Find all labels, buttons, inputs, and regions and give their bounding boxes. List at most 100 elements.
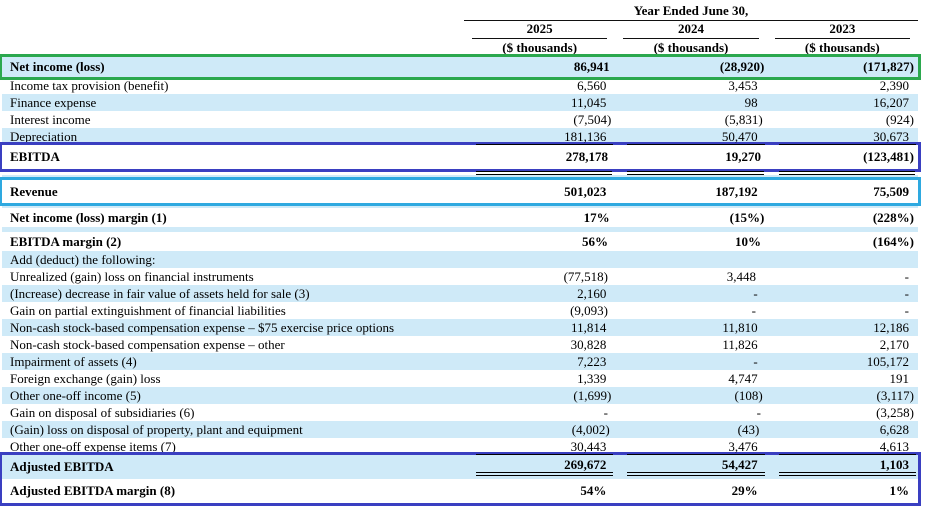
separator-band [2, 203, 918, 208]
value-2023: (924) [885, 111, 914, 127]
year-label: 2023 [774, 21, 910, 39]
year-label: 2024 [623, 21, 759, 39]
value-2023: 105,172 [866, 353, 909, 369]
value-2023: (123,481) [863, 149, 914, 164]
ebitda-total-rule-band [2, 169, 918, 175]
row-revenue: Revenue 501,023 187,192 75,509 [0, 177, 921, 206]
value-2025: 17% [583, 209, 610, 225]
value-2025: (4,002) [571, 421, 610, 437]
value-2024: 11,826 [722, 336, 758, 352]
row-sbc-other: Non-cash stock-based compensation expens… [2, 336, 918, 353]
unit-label-2025: ($ thousands) [502, 40, 578, 55]
band-spacer [2, 169, 464, 175]
value-2023: 12,186 [873, 319, 909, 335]
value-2025: 30,828 [570, 336, 607, 352]
row-label: Net income (loss) [10, 59, 105, 74]
row-label: (Gain) loss on disposal of property, pla… [10, 421, 303, 437]
row-foreign-exchange: Foreign exchange (gain) loss 1,339 4,747… [2, 370, 918, 387]
value-2024: - [751, 302, 756, 318]
value-2024: 10% [735, 233, 761, 249]
row-label: Interest income [10, 111, 91, 127]
row-label: Finance expense [10, 94, 97, 110]
row-impairment-of-assets: Impairment of assets (4) 7,223 - 105,172 [2, 353, 918, 370]
row-label: Non-cash stock-based compensation expens… [10, 319, 395, 335]
row-net-income: Net income (loss) 86,941 (28,920) (171,8… [0, 54, 921, 80]
row-label: Foreign exchange (gain) loss [10, 370, 161, 386]
value-2025: 54% [580, 483, 607, 498]
year-column-2025: 2025 [464, 21, 615, 39]
ebitda-double-underline-2025 [464, 169, 615, 175]
value-2023: 75,509 [873, 183, 909, 199]
row-sbc-75-options: Non-cash stock-based compensation expens… [2, 319, 918, 336]
row-income-tax: Income tax provision (benefit) 6,560 3,4… [2, 77, 918, 94]
value-2025: - [603, 404, 608, 420]
value-2025: (1,699) [573, 387, 612, 403]
row-label: Other one-off income (5) [10, 387, 141, 403]
row-extinguishment-financial-liabilities: Gain on partial extinguishment of financ… [2, 302, 918, 319]
value-2025: 7,223 [577, 353, 607, 369]
value-2024: 3,476 [615, 439, 766, 455]
row-label: Gain on partial extinguishment of financ… [10, 302, 286, 318]
value-2024: 3,448 [726, 268, 756, 284]
row-adjusted-ebitda: Adjusted EBITDA 269,672 54,427 1,103 [2, 455, 918, 479]
row-label: Adjusted EBITDA margin (8) [10, 483, 176, 498]
value-2025: 11,814 [571, 319, 607, 335]
value-2023: 6,628 [879, 421, 910, 437]
value-2023: 1% [889, 483, 909, 498]
value-2023: 1,103 [767, 457, 918, 477]
value-2024: - [756, 404, 761, 420]
value-2025: 501,023 [564, 183, 607, 199]
value-2024: 50,470 [615, 129, 766, 145]
row-label: Depreciation [10, 128, 78, 144]
year-column-2023: 2023 [767, 21, 918, 39]
value-2025: 86,941 [573, 59, 610, 74]
financial-table: Year Ended June 30, 2025 2024 2023 ($ th… [0, 3, 921, 506]
row-label: Revenue [10, 183, 58, 199]
value-2024: - [753, 353, 758, 369]
value-2025: 181,136 [464, 129, 615, 145]
value-2024: (5,831) [724, 111, 763, 127]
value-2024: (43) [737, 421, 760, 437]
value-2025: (7,504) [573, 111, 612, 127]
row-gain-disposal-subsidiaries: Gain on disposal of subsidiaries (6) - -… [2, 404, 918, 421]
value-2023: 30,673 [767, 129, 918, 145]
row-label: Unrealized (gain) loss on financial inst… [10, 268, 254, 284]
row-label: EBITDA margin (2) [10, 233, 122, 249]
year-column-2024: 2024 [615, 21, 766, 39]
unit-label-2023: ($ thousands) [804, 40, 880, 55]
separator-band [2, 227, 918, 232]
row-gain-loss-disposal-ppe: (Gain) loss on disposal of property, pla… [2, 421, 918, 438]
value-2024: 11,810 [722, 319, 758, 335]
unit-label-2024: ($ thousands) [653, 40, 729, 55]
row-label: Net income (loss) margin (1) [10, 209, 167, 225]
value-2025: 1,339 [577, 370, 607, 386]
value-2023: (3,258) [876, 404, 914, 420]
row-unrealized-gain-loss: Unrealized (gain) loss on financial inst… [2, 268, 918, 285]
value-2025: 6,560 [577, 77, 607, 93]
value-2024: 29% [731, 483, 758, 498]
value-2023: 2,170 [879, 336, 909, 352]
row-label: (Increase) decrease in fair value of ass… [10, 285, 310, 301]
row-net-income-margin: Net income (loss) margin (1) 17% (15%) (… [2, 208, 918, 227]
value-2025: (77,518) [563, 268, 608, 284]
value-2023: (164%) [872, 233, 914, 249]
value-2025: 11,045 [571, 94, 607, 110]
row-label: Gain on disposal of subsidiaries (6) [10, 404, 195, 420]
table-header-units-row: ($ thousands) ($ thousands) ($ thousands… [2, 39, 918, 57]
value-2023: - [904, 285, 909, 301]
year-label: 2025 [472, 21, 608, 39]
value-2023: 191 [889, 370, 909, 386]
table-header-title-row: Year Ended June 30, [2, 3, 918, 21]
value-2023: 2,390 [879, 77, 909, 93]
value-2023: (171,827) [863, 59, 915, 74]
value-2024: 3,453 [728, 77, 758, 93]
row-ebitda-margin: EBITDA margin (2) 56% 10% (164%) [2, 232, 918, 251]
row-depreciation: Depreciation 181,136 50,470 30,673 [2, 128, 918, 145]
value-2025: 269,672 [464, 457, 615, 477]
row-label: Impairment of assets (4) [10, 353, 137, 369]
value-2023: (228%) [872, 209, 915, 225]
row-finance-expense: Finance expense 11,045 98 16,207 [2, 94, 918, 111]
row-label: Other one-off expense items (7) [10, 438, 176, 454]
value-2023: - [904, 268, 909, 284]
row-other-one-off-expense: Other one-off expense items (7) 30,443 3… [2, 438, 918, 455]
